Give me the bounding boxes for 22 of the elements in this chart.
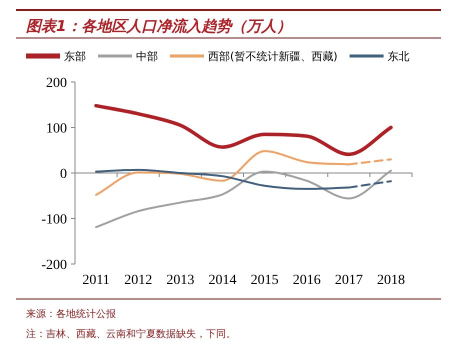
y-tick-label: -200 (41, 258, 67, 273)
x-tick-label: 2013 (166, 273, 194, 288)
legend-label: 东部 (64, 50, 86, 63)
x-tick-label: 2016 (292, 273, 321, 288)
x-tick-label: 2018 (376, 273, 405, 288)
line-series (94, 104, 393, 156)
y-tick-label: -100 (41, 212, 67, 228)
x-tick-label: 2011 (82, 273, 110, 288)
legend-label: 东北 (388, 50, 410, 63)
x-tick-label: 2012 (124, 273, 152, 288)
line-series (95, 170, 392, 228)
y-tick-label: 200 (46, 76, 67, 91)
x-tick-label: 2015 (250, 273, 279, 288)
text: 注：吉林、西藏、云南和宁夏数据缺失，下同。 (26, 328, 236, 340)
y-tick-label: 100 (46, 122, 67, 136)
x-tick-label: 2017 (334, 273, 363, 288)
source-note: 来源：各地统计公报 (26, 308, 116, 320)
x-tick-label: 2014 (208, 273, 236, 288)
y-tick-label: 0 (60, 167, 67, 182)
legend-label: 中部 (136, 50, 158, 63)
chart-title: 图表1：各地区人口净流入趋势（万人） (26, 17, 292, 35)
legend-label: 西部(暂不统计新疆、西藏) (208, 50, 338, 63)
